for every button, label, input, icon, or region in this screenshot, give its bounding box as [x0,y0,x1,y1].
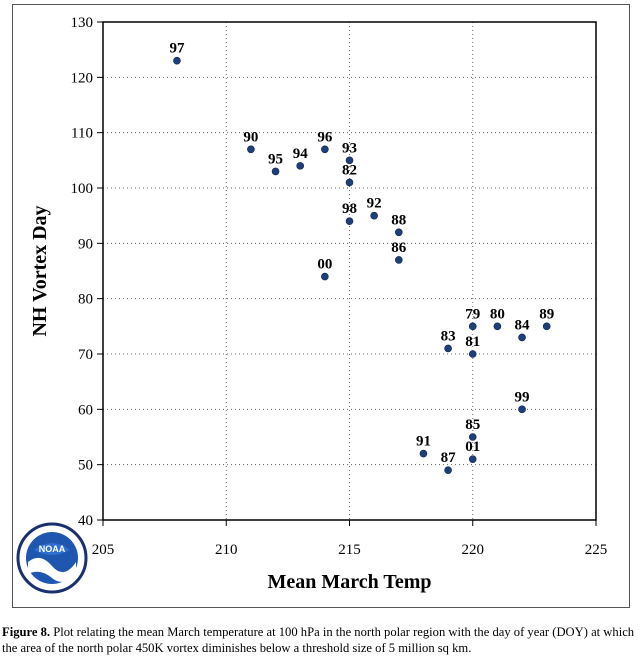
point-label: 86 [391,240,407,256]
point-label: 92 [367,196,382,212]
data-point [321,145,329,154]
y-tick-label: 90 [78,236,93,252]
noaa-logo: NOAA [16,522,88,594]
caption-text: Plot relating the mean March temperature… [2,625,635,655]
point-label: 00 [317,257,332,273]
noaa-logo-text: NOAA [39,544,66,554]
x-tick-label: 210 [215,542,238,558]
data-point [468,322,477,331]
x-tick-label: 215 [338,542,361,558]
point-label: 81 [465,334,480,350]
y-tick-label: 110 [71,126,93,142]
data-points: 97 90 95 94 96 93 82 98 92 88 86 00 79 80 89 84 83 81 99 85… [169,41,554,475]
figure-caption: Figure 8. Plot relating the mean March t… [2,624,638,656]
data-point [444,344,452,353]
data-point [542,322,551,331]
point-label: 82 [342,162,357,178]
point-label: 95 [268,151,283,167]
data-point [493,322,502,331]
data-point [518,405,526,414]
data-point [394,228,403,237]
data-point [394,256,403,264]
point-label: 89 [539,306,554,322]
x-axis-title: Mean March Temp [267,571,431,593]
point-label: 91 [416,434,431,450]
figure-frame [12,4,630,608]
scatter-chart: 205 210 215 220 225405060708090100110120130 … [29,15,608,593]
point-label: 90 [243,129,258,145]
data-point [345,178,354,187]
data-point [296,162,305,170]
point-label: 98 [342,201,357,217]
y-tick-label: 120 [71,70,94,86]
y-tick-label: 100 [71,181,94,197]
point-label: 96 [317,129,333,145]
data-point [468,455,477,463]
point-label: 87 [441,450,457,466]
point-label: 85 [465,417,480,433]
x-tick-label: 225 [585,542,608,558]
y-tick-label: 130 [71,15,94,31]
point-label: 84 [515,317,531,333]
point-label: 97 [169,41,185,57]
y-tick-label: 40 [78,513,93,529]
data-point [247,145,255,154]
caption-label: Figure 8. [2,625,51,639]
point-label: 83 [441,328,456,344]
y-tick-label: 70 [78,347,93,363]
point-label: 01 [465,439,480,455]
y-axis-title: NH Vortex Day [29,205,51,336]
data-point [444,466,452,475]
data-point [173,56,181,65]
data-point [321,272,329,281]
data-point [419,449,428,458]
data-point [345,217,354,225]
point-label: 80 [490,306,505,322]
data-point [518,333,526,342]
x-tick-label: 220 [462,542,485,558]
data-point [468,433,477,441]
point-label: 99 [515,389,530,405]
data-point [345,156,354,165]
point-label: 88 [391,212,406,228]
data-point [271,167,280,176]
point-label: 79 [465,306,480,322]
y-tick-label: 50 [78,458,93,474]
data-point [370,211,378,220]
point-label: 93 [342,140,357,156]
axis-ticks: 205 210 215 220 225 40 50 60 70 80 90 100 110 120 130 [71,15,608,558]
point-label: 94 [293,146,309,162]
x-tick-label: 205 [92,542,115,558]
y-tick-label: 80 [78,292,93,308]
y-tick-label: 60 [78,402,93,418]
data-point [468,350,477,358]
grid-lines [103,22,596,520]
